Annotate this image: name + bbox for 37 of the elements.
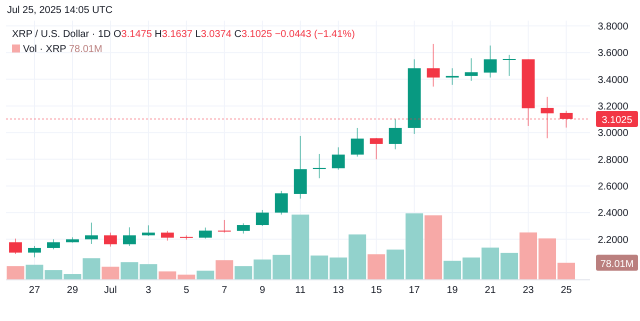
y-tick-label: 3.8000 — [598, 21, 629, 32]
legend-label: Vol · XRP — [23, 44, 66, 55]
x-tick-label: 3 — [146, 285, 152, 296]
text: 78.01M — [600, 258, 634, 270]
y-tick-label: 3.4000 — [598, 74, 629, 86]
x-tick-label: 23 — [522, 285, 534, 296]
bar — [6, 266, 24, 280]
x-tick-label: 27 — [28, 285, 40, 296]
y-tick-label: 2.4000 — [598, 208, 629, 220]
bar — [424, 215, 442, 280]
x-tick-label: Jul — [104, 285, 117, 296]
x-tick-label: 19 — [446, 285, 458, 296]
x-tick-label: 13 — [332, 285, 344, 296]
bar — [216, 260, 234, 280]
x-tick-label: 29 — [66, 285, 78, 296]
text: O3.1475 H3.1637 L3.0374 C3.1025 −0.0443 (−1.41%) — [114, 29, 355, 40]
bar — [196, 270, 214, 280]
y-tick-label: 3.2000 — [598, 101, 629, 112]
y-tick-label: 3.6000 — [598, 48, 629, 60]
text: XRP / U.S. Dollar · 1D — [12, 29, 111, 40]
bar — [368, 254, 386, 280]
x-tick-label: 25 — [560, 285, 572, 296]
x-tick-label: 15 — [370, 285, 382, 296]
x-tick-label: 7 — [222, 285, 228, 296]
x-tick-label: 5 — [184, 285, 190, 296]
y-tick-label: 3.0000 — [598, 128, 629, 140]
x-tick-label: 21 — [484, 285, 496, 296]
text: Jul 25, 2025 14:05 UTC — [7, 5, 113, 16]
x-tick-label: 9 — [260, 285, 266, 296]
y-tick-label: 2.2000 — [598, 234, 629, 246]
ref-line-label: 3.1025 — [602, 114, 633, 126]
x-tick-label: 17 — [408, 285, 420, 296]
y-tick-label: 2.8000 — [598, 154, 629, 166]
text: 78.01M — [68, 44, 102, 55]
x-tick-label: 11 — [295, 285, 306, 296]
bar — [102, 266, 120, 280]
y-tick-label: 2.6000 — [598, 181, 629, 192]
